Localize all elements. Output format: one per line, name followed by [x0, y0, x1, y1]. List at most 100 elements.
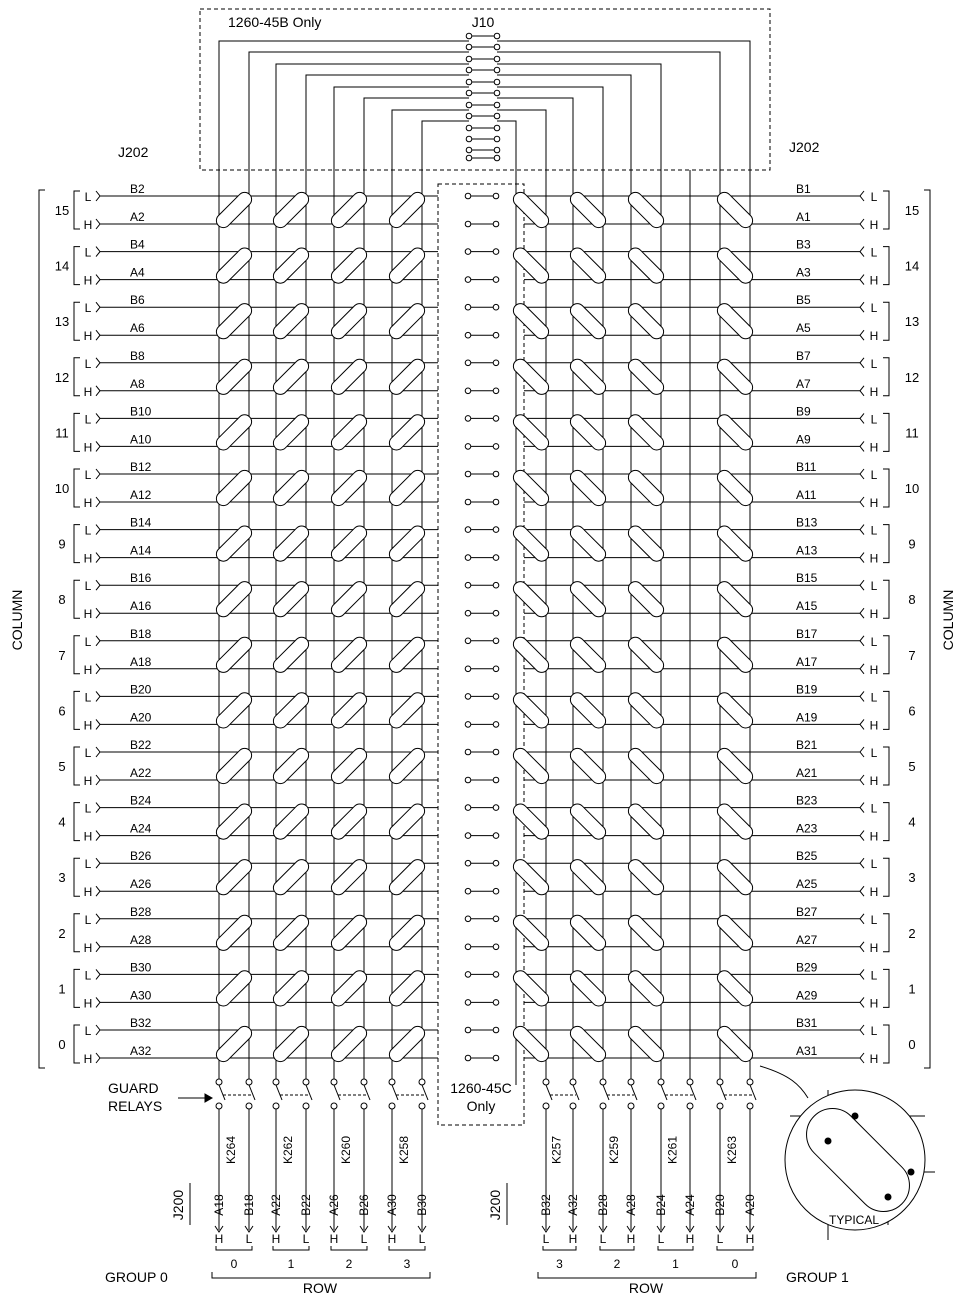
relay-capsule [716, 1025, 754, 1063]
relay-capsule [569, 859, 607, 896]
left-l-label: L [85, 190, 92, 204]
j200-pin-label: B26 [357, 1194, 371, 1216]
right-l-label: L [871, 1024, 878, 1038]
relay-capsule-body [627, 970, 665, 1007]
relay-capsule [215, 414, 253, 451]
relay-switch-arm [218, 1084, 226, 1101]
j200-arrow [745, 1225, 755, 1233]
relay-capsule-body [512, 747, 550, 785]
right-h-label: H [870, 385, 879, 399]
c45-terminal [492, 1026, 500, 1034]
left-connector-arrow [95, 468, 101, 480]
relay-capsule-body [215, 803, 253, 840]
j200-pin-bracket [330, 1246, 368, 1251]
j10-terminal [465, 55, 473, 63]
j200-pin-label: A22 [269, 1194, 283, 1216]
j200-pin-bracket [657, 1246, 694, 1251]
relay-capsule [512, 247, 550, 284]
column-axis-label-right: COLUMN [940, 590, 956, 651]
row-bracket-group1 [537, 1272, 757, 1279]
relay-capsule-body [215, 581, 253, 618]
column-bracket [73, 412, 80, 452]
c45-terminal [464, 303, 472, 311]
left-b-pin: B2 [130, 182, 145, 196]
column-number-right: 14 [905, 259, 919, 274]
left-connector-arrow [95, 635, 101, 647]
j10-terminal [493, 112, 501, 120]
relay-capsule-body [388, 859, 426, 896]
relay-capsule [388, 191, 426, 229]
relay-capsule [569, 692, 607, 729]
left-h-label: H [84, 663, 93, 677]
relay-contact [716, 1102, 724, 1110]
c45-terminal [492, 609, 500, 617]
panel-45c-boundary-box [437, 183, 525, 1126]
right-connector-arrow [859, 997, 865, 1008]
relay-capsule-body [716, 859, 754, 896]
relay-capsule-body [627, 191, 665, 229]
relay-capsule [627, 747, 665, 785]
j200-pin-bracket [215, 1246, 253, 1251]
left-connector-arrow [95, 579, 101, 591]
j10-terminal [493, 55, 501, 63]
relay-capsule [215, 525, 253, 562]
left-b-pin: B8 [130, 349, 145, 363]
hl-label: L [600, 1232, 607, 1246]
right-connector-arrow [859, 691, 865, 702]
left-connector-arrow [95, 969, 101, 980]
right-l-label: L [871, 524, 878, 538]
relay-capsule-body [272, 191, 310, 229]
left-a-pin: A12 [130, 488, 152, 502]
right-a-pin: A19 [796, 710, 818, 724]
left-a-pin: A30 [130, 988, 152, 1002]
relay-capsule [388, 247, 426, 284]
relay-capsule-body [627, 414, 665, 451]
hl-label: L [303, 1232, 310, 1246]
j10-route-right [497, 51, 721, 170]
c45-terminal [464, 748, 472, 756]
relay-capsule-body [627, 692, 665, 729]
relay-capsule [272, 859, 310, 896]
right-l-label: L [871, 412, 878, 426]
left-l-label: L [85, 913, 92, 927]
left-a-pin: A22 [130, 766, 152, 780]
typical-capsule-body [806, 1108, 910, 1212]
relay-capsule-body [627, 747, 665, 785]
right-a-pin: A29 [796, 988, 818, 1002]
c45-terminal [492, 526, 500, 533]
j10-terminal [493, 101, 501, 109]
c45-terminal [464, 665, 472, 673]
column-number-right: 0 [908, 1037, 915, 1052]
relay-capsule-body [215, 914, 253, 951]
left-h-label: H [84, 496, 93, 510]
j10-terminal [493, 135, 501, 143]
relay-capsule [627, 247, 665, 284]
relay-capsule [627, 414, 665, 451]
j10-route-right [497, 120, 517, 170]
relay-capsule-body [330, 358, 368, 395]
column-number-left: 13 [55, 314, 69, 329]
right-connector-arrow [859, 301, 865, 313]
relay-contact [245, 1078, 253, 1086]
left-l-label: L [85, 802, 92, 816]
j10-terminal [493, 78, 501, 86]
left-h-label: H [84, 885, 93, 899]
j200-arrow [568, 1225, 578, 1233]
relay-capsule [627, 970, 665, 1007]
relay-capsule-body [272, 747, 310, 785]
right-l-label: L [871, 579, 878, 593]
relay-capsule [512, 636, 550, 673]
relay-contact [599, 1102, 607, 1110]
c45-terminal [492, 220, 500, 228]
j10-terminal [465, 78, 473, 86]
left-connector-arrow [95, 857, 101, 869]
relay-capsule-body [215, 692, 253, 729]
j10-terminal [493, 43, 501, 51]
c45-terminal [492, 1054, 500, 1062]
left-connector-arrow [95, 357, 101, 369]
right-l-label: L [871, 968, 878, 982]
relay-contact [657, 1102, 665, 1110]
j10-route-left [333, 86, 469, 170]
left-b-pin: B10 [130, 404, 152, 418]
